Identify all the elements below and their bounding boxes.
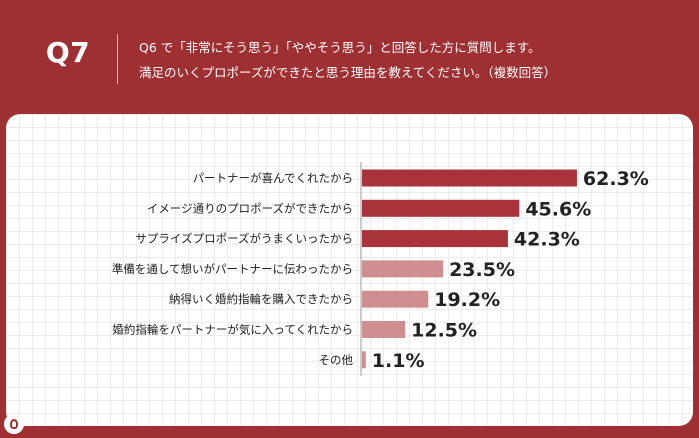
category-label: 婚約指輪をパートナーが気に入ってくれたから <box>112 323 353 337</box>
chart-panel: パートナーが喜んでくれたから 62.3% イメージ通りのプロポーズができたから 45.… <box>6 114 693 426</box>
question-text-line-1: Q6 で「非常にそう思う」「ややそう思う」と回答した方に質問します。 <box>139 40 541 55</box>
value-label: 62.3% <box>583 168 649 190</box>
category-label: サプライズプロポーズがうまくいったから <box>135 232 353 246</box>
category-label: イメージ通りのプロポーズができたから <box>147 201 353 215</box>
bar <box>362 169 577 187</box>
header-divider <box>117 34 118 84</box>
value-label: 45.6% <box>525 198 591 220</box>
value-label: 1.1% <box>372 350 425 372</box>
category-label: 納得いく婚約指輪を購入できたから <box>169 292 353 306</box>
bar <box>362 260 444 278</box>
bar <box>362 230 508 248</box>
value-label: 19.2% <box>434 289 500 311</box>
value-label: 23.5% <box>449 259 515 281</box>
category-label: パートナーが喜んでくれたから <box>193 171 353 185</box>
brand-logo-icon <box>4 414 24 434</box>
question-number: Q7 <box>45 36 91 69</box>
bar <box>362 199 520 217</box>
bar <box>362 290 429 308</box>
bar <box>362 351 366 369</box>
question-text-line-2: 満足のいくプロポーズができたと思う理由を教えてください。（複数回答） <box>139 65 557 80</box>
value-label: 12.5% <box>411 320 477 342</box>
bar <box>362 321 406 338</box>
category-label: 準備を通して想いがパートナーに伝わったから <box>112 262 353 276</box>
bar-chart: パートナーが喜んでくれたから 62.3% イメージ通りのプロポーズができたから 45.… <box>112 162 649 376</box>
question-header: Q7 Q6 で「非常にそう思う」「ややそう思う」と回答した方に質問します。 満足… <box>0 0 699 112</box>
category-label: その他 <box>319 353 354 367</box>
value-label: 42.3% <box>514 229 580 251</box>
